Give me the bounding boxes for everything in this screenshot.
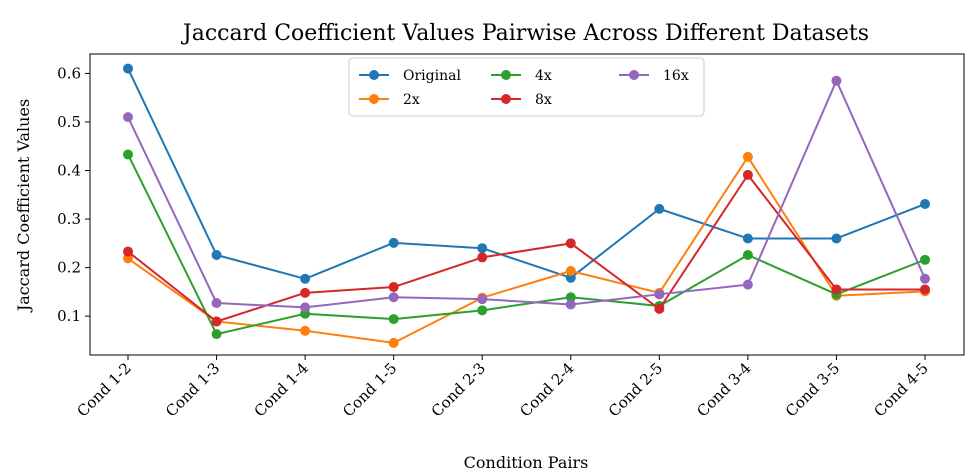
series-original [123, 63, 930, 284]
legend-marker [501, 94, 511, 104]
legend-item: 16x [619, 68, 689, 84]
x-tick-label: Cond 1-3 [162, 359, 223, 420]
data-point [565, 299, 576, 310]
data-point [742, 249, 753, 260]
data-point [831, 284, 842, 295]
legend-label: 8x [535, 92, 552, 108]
legend-item: 2x [359, 92, 420, 108]
series-line [127, 79, 926, 309]
y-axis-label: Jaccard Coefficient Values [14, 99, 33, 313]
series-4x [123, 149, 930, 340]
data-point [920, 254, 930, 265]
data-point [742, 279, 753, 290]
data-point [300, 273, 311, 284]
legend-marker [629, 70, 639, 80]
series-layer [123, 63, 930, 348]
series-line [127, 155, 926, 344]
data-point [654, 303, 665, 314]
x-axis: Cond 1-2 Cond 1-3 Cond 1-4 Cond 1-5 Cond 2-3… [74, 355, 932, 420]
legend-label: 16x [663, 68, 689, 84]
data-point [123, 246, 133, 257]
data-point [654, 289, 665, 300]
data-point [123, 63, 133, 74]
data-point [123, 149, 133, 160]
y-tick-label: 0.2 [57, 259, 81, 277]
y-axis: 0.1 0.2 0.3 0.4 0.5 0.6 [57, 64, 90, 325]
data-point [300, 302, 311, 313]
data-point [388, 282, 399, 293]
data-point [565, 292, 576, 303]
series-line [127, 154, 926, 336]
x-tick-label: Cond 1-2 [74, 359, 135, 420]
series-line [127, 173, 925, 323]
series-line [127, 68, 926, 280]
x-tick-label: Cond 2-3 [428, 359, 489, 420]
data-point [477, 294, 488, 305]
data-point [565, 238, 576, 249]
x-axis-label: Condition Pairs [464, 453, 589, 472]
legend-label: 4x [535, 68, 552, 84]
data-point [831, 75, 842, 86]
data-point [388, 314, 399, 325]
data-point [388, 292, 399, 303]
data-point [477, 252, 488, 263]
data-point [742, 169, 753, 180]
data-point [831, 233, 842, 244]
legend-label: 2x [403, 92, 420, 108]
series-16x [123, 75, 930, 313]
x-tick-label: Cond 2-5 [605, 359, 666, 420]
legend-frame [348, 57, 705, 117]
y-tick-label: 0.4 [57, 162, 81, 180]
data-point [300, 287, 311, 298]
data-point [211, 298, 222, 309]
data-point [654, 203, 665, 214]
y-tick-label: 0.5 [57, 113, 81, 131]
legend-label: Original [403, 68, 461, 84]
data-point [211, 329, 222, 340]
x-tick-label: Cond 2-4 [516, 359, 577, 420]
data-point [300, 325, 311, 336]
x-tick-label: Cond 3-4 [693, 359, 754, 420]
x-tick-label: Cond 4-5 [871, 359, 932, 420]
data-point [920, 199, 930, 210]
data-point [477, 305, 488, 316]
data-point [565, 266, 576, 277]
legend-marker [369, 94, 379, 104]
legend-marker [501, 70, 511, 80]
data-point [123, 112, 133, 123]
data-point [742, 151, 753, 162]
y-tick-label: 0.6 [57, 64, 81, 82]
data-point [920, 273, 930, 284]
data-point [388, 337, 399, 348]
data-point [211, 249, 222, 260]
legend-item: 4x [491, 68, 552, 84]
data-point [477, 243, 488, 254]
y-tick-label: 0.1 [57, 307, 81, 325]
legend-item: Original [359, 68, 461, 84]
data-point [388, 237, 399, 248]
x-tick-label: Cond 1-5 [339, 359, 400, 420]
x-tick-label: Cond 1-4 [251, 359, 312, 420]
data-point [211, 316, 222, 327]
data-point [742, 233, 753, 244]
plot-area [89, 53, 965, 356]
series-8x [123, 169, 930, 327]
y-tick-label: 0.3 [57, 210, 81, 228]
legend-marker [369, 70, 379, 80]
chart-title: Jaccard Coefficient Values Pairwise Acro… [181, 21, 869, 46]
legend-item: 8x [491, 92, 552, 108]
legend: Original 2x 4x 8x 16x [348, 57, 705, 117]
x-tick-label: Cond 3-5 [782, 359, 843, 420]
data-point [920, 284, 930, 295]
